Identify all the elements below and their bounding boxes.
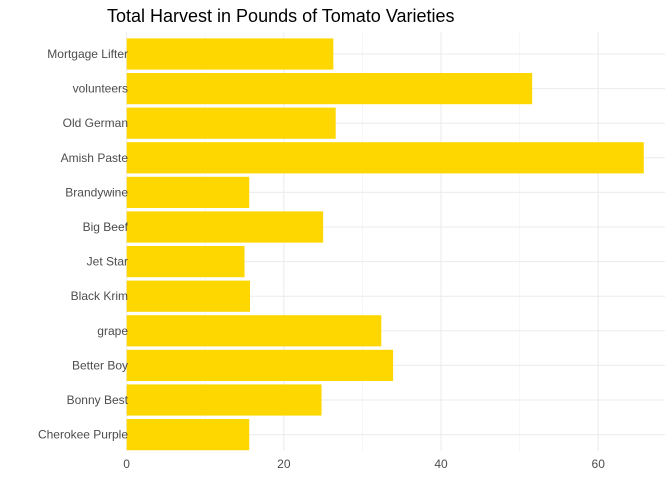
bar-cherokee-purple	[126, 419, 250, 451]
chart-title: Total Harvest in Pounds of Tomato Variet…	[107, 6, 455, 26]
bar-mortgage-lifter	[126, 38, 334, 70]
y-tick-label: grape	[97, 324, 128, 338]
bars	[126, 38, 644, 451]
bar-volunteers	[126, 73, 533, 105]
x-tick-label: 0	[123, 457, 130, 471]
bar-amish-paste	[126, 142, 644, 174]
y-tick-label: Jet Star	[87, 255, 128, 269]
y-tick-label: Big Beef	[83, 220, 129, 234]
x-axis-tick-labels: 0 20 40 60	[123, 457, 605, 471]
x-tick-label: 60	[592, 457, 606, 471]
y-tick-label: Better Boy	[72, 358, 128, 372]
bar-grape	[126, 315, 382, 347]
y-tick-label: Black Krim	[71, 289, 128, 303]
bar-brandywine	[126, 176, 250, 208]
bar-jet-star	[126, 246, 245, 278]
y-tick-label: Brandywine	[65, 185, 128, 199]
bar-black-krim	[126, 280, 251, 312]
y-tick-label: volunteers	[73, 82, 128, 96]
y-tick-label: Bonny Best	[67, 393, 129, 407]
bar-old-german	[126, 107, 336, 139]
y-tick-label: Amish Paste	[61, 151, 129, 165]
x-tick-label: 40	[434, 457, 448, 471]
bar-big-beef	[126, 211, 324, 243]
y-tick-label: Cherokee Purple	[38, 428, 128, 442]
y-axis-tick-labels: Mortgage Lifter volunteers Old German Amish…	[38, 47, 129, 442]
y-tick-label: Mortgage Lifter	[47, 47, 128, 61]
bar-better-boy	[126, 349, 394, 381]
bar-bonny-best	[126, 384, 322, 416]
y-tick-label: Old German	[63, 116, 128, 130]
x-tick-label: 20	[277, 457, 291, 471]
